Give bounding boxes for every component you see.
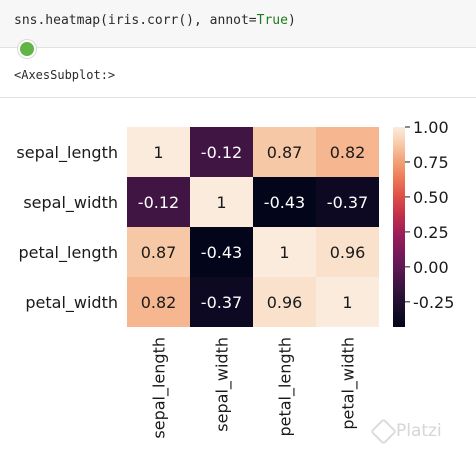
heatmap-annotation: 0.96 xyxy=(267,293,303,312)
y-tick-label: petal_width xyxy=(25,293,118,313)
output-text: <AxesSubplot:> xyxy=(14,68,116,82)
x-tick-label: sepal_length xyxy=(150,337,170,439)
y-tick-label: sepal_width xyxy=(23,193,118,213)
heatmap-annotation: -0.12 xyxy=(138,193,179,212)
x-tick-label: sepal_width xyxy=(213,337,233,432)
heatmap-cell xyxy=(253,277,316,327)
code-keyword: True xyxy=(256,13,288,28)
heatmap-cell xyxy=(127,227,190,277)
heatmap-cell xyxy=(316,277,379,327)
colorbar-tick-label: 0.25 xyxy=(413,223,449,242)
heatmap-cell xyxy=(190,277,253,327)
output-divider xyxy=(0,97,476,98)
heatmap-cell xyxy=(316,127,379,177)
heatmap-cell xyxy=(316,227,379,277)
heatmap-annotation: -0.12 xyxy=(201,143,242,162)
colorbar-tick-label: 0.00 xyxy=(413,258,449,277)
y-tick-label: sepal_length xyxy=(16,143,118,163)
y-tick-label: petal_length xyxy=(18,243,118,263)
heatmap-annotation: 0.87 xyxy=(141,243,177,262)
heatmap-annotation: 1 xyxy=(153,143,163,162)
heatmap-annotation: 0.82 xyxy=(330,143,366,162)
heatmap-cell xyxy=(316,177,379,227)
heatmap-annotation: -0.37 xyxy=(327,193,368,212)
heatmap-annotation: 0.87 xyxy=(267,143,303,162)
heatmap-cell xyxy=(127,277,190,327)
code-prefix: sns.heatmap(iris.corr(), annot= xyxy=(14,13,257,28)
heatmap-annotation: -0.43 xyxy=(264,193,305,212)
colorbar-tick-label: 1.00 xyxy=(413,118,449,137)
heatmap-annotation: -0.43 xyxy=(201,243,242,262)
heatmap-annotation: -0.37 xyxy=(201,293,242,312)
watermark-text: Platzi xyxy=(396,421,442,441)
heatmap-cell xyxy=(253,227,316,277)
heatmap-cell xyxy=(190,227,253,277)
code-cell[interactable]: sns.heatmap(iris.corr(), annot=True) xyxy=(0,0,476,48)
code-suffix: ) xyxy=(287,13,296,28)
code-line[interactable]: sns.heatmap(iris.corr(), annot=True) xyxy=(14,13,296,28)
heatmap-cell xyxy=(127,177,190,227)
heatmap-annotation: 1 xyxy=(279,243,289,262)
heatmap-cell xyxy=(190,127,253,177)
colorbar-tick-label: -0.25 xyxy=(413,293,454,312)
colorbar-tick-label: 0.75 xyxy=(413,153,449,172)
heatmap-annotation: 1 xyxy=(216,193,226,212)
heatmap-annotation: 0.82 xyxy=(141,293,177,312)
colorbar xyxy=(393,127,405,327)
colorbar-tick-label: 0.50 xyxy=(413,188,449,207)
run-status-icon xyxy=(18,40,36,58)
heatmap-cell xyxy=(253,127,316,177)
heatmap-annotation: 0.96 xyxy=(330,243,366,262)
heatmap-cell xyxy=(127,127,190,177)
heatmap-cell xyxy=(253,177,316,227)
x-tick-label: petal_width xyxy=(339,337,359,430)
heatmap-annotation: 1 xyxy=(342,293,352,312)
heatmap-cell xyxy=(190,177,253,227)
x-tick-label: petal_length xyxy=(276,337,296,437)
